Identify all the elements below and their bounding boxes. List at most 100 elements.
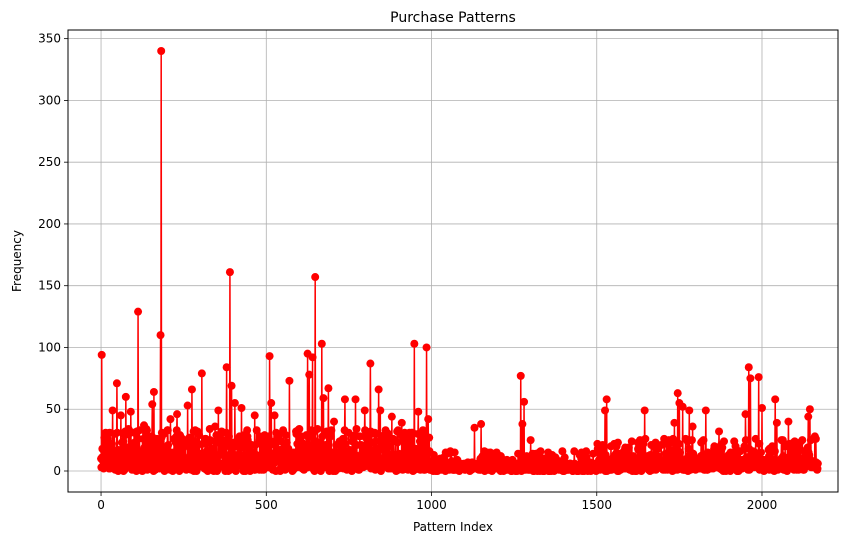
data-point (265, 352, 274, 361)
data-point (516, 371, 525, 380)
data-point (360, 406, 369, 415)
data-series (97, 47, 822, 475)
data-point (116, 411, 125, 420)
data-point (224, 432, 233, 441)
data-point (327, 426, 336, 435)
data-point (676, 448, 685, 457)
data-point (641, 434, 650, 443)
y-tick-label: 100 (38, 340, 61, 354)
y-tick-label: 200 (38, 217, 61, 231)
data-point (805, 405, 814, 414)
data-point (183, 401, 192, 410)
data-point (308, 353, 317, 362)
data-point (149, 387, 158, 396)
data-point (410, 339, 419, 348)
data-point (324, 384, 333, 393)
data-point (518, 420, 527, 429)
data-point (688, 422, 697, 431)
data-point (754, 373, 763, 382)
data-point (270, 411, 279, 420)
data-point (156, 331, 165, 340)
data-point (558, 447, 567, 456)
data-point (163, 426, 172, 435)
data-point (237, 404, 246, 412)
y-tick-label: 0 (53, 464, 61, 478)
data-point (675, 439, 684, 448)
data-point (209, 444, 218, 453)
data-point (374, 385, 383, 394)
data-point (751, 448, 760, 457)
y-tick-label: 150 (38, 279, 61, 293)
data-point (784, 417, 793, 426)
data-point (157, 47, 166, 55)
data-point (613, 438, 622, 447)
data-point (195, 431, 204, 440)
y-tick-label: 300 (38, 93, 61, 107)
data-point (250, 411, 259, 420)
data-point (470, 423, 479, 432)
data-point (321, 441, 330, 450)
y-tick-label: 350 (38, 32, 61, 46)
data-point (394, 426, 403, 435)
data-point (719, 437, 728, 446)
data-point (701, 406, 710, 415)
data-point (173, 410, 182, 419)
data-point (371, 437, 380, 446)
data-point (746, 374, 755, 383)
y-axis-ticks: 0 50 100 150 200 250 300 350 (38, 32, 68, 478)
data-point (424, 415, 433, 424)
data-point (243, 426, 252, 435)
data-point (477, 420, 486, 429)
data-point (372, 429, 381, 438)
x-tick-label: 2000 (747, 498, 778, 512)
data-point (770, 447, 779, 456)
data-point (166, 415, 175, 424)
data-point (757, 448, 765, 457)
data-point (715, 427, 724, 436)
data-point (422, 343, 431, 352)
data-point (624, 443, 633, 452)
data-point (311, 273, 320, 282)
data-point (560, 453, 569, 462)
data-point (397, 418, 406, 427)
data-point (97, 350, 106, 359)
data-point (330, 417, 339, 426)
data-point (126, 407, 135, 416)
data-point (771, 395, 780, 404)
data-point (755, 439, 764, 448)
data-point (225, 268, 234, 277)
data-point (450, 448, 459, 457)
data-point (640, 406, 649, 415)
y-tick-label: 50 (46, 402, 61, 416)
data-point (687, 436, 696, 445)
data-point (121, 392, 130, 401)
data-point (741, 410, 750, 419)
x-tick-label: 1500 (581, 498, 612, 512)
data-point (295, 425, 304, 433)
data-point (222, 363, 231, 372)
data-point (627, 437, 636, 446)
data-point (131, 442, 140, 451)
data-point (284, 444, 293, 453)
data-point (678, 402, 687, 411)
data-point (134, 307, 143, 316)
data-point (601, 406, 610, 415)
data-point (772, 418, 781, 427)
data-point (305, 370, 314, 379)
data-point (414, 407, 423, 416)
data-point (351, 395, 360, 404)
data-point (685, 406, 694, 415)
data-point (112, 379, 121, 388)
data-point (718, 443, 727, 452)
data-point (197, 369, 206, 378)
data-point (582, 447, 591, 456)
x-axis-label: Pattern Index (413, 520, 493, 534)
data-point (798, 436, 807, 445)
x-tick-label: 1000 (416, 498, 447, 512)
data-point (387, 412, 396, 421)
data-point (341, 439, 350, 448)
data-point (148, 400, 157, 409)
data-point (526, 436, 535, 445)
data-point (602, 395, 611, 404)
